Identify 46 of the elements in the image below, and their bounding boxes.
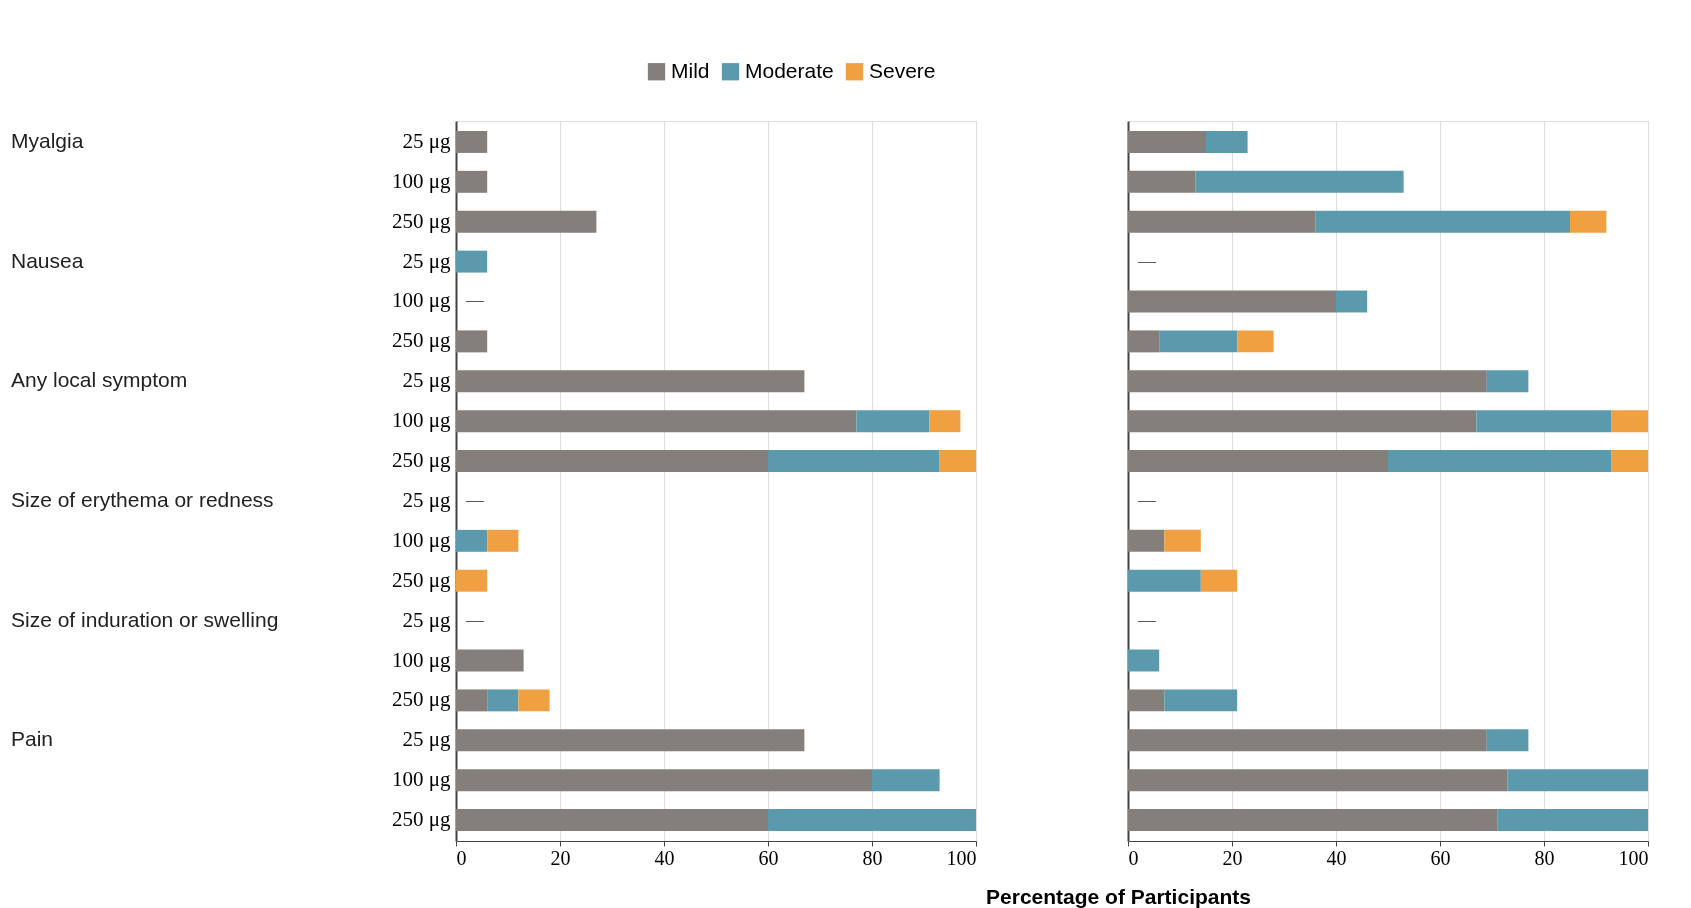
y-tick-label: 25 μg	[402, 727, 451, 752]
data-label: —	[465, 290, 485, 311]
y-tick-label: 25 μg	[402, 248, 451, 273]
y-tick-label: 250 μg	[391, 807, 451, 832]
x-axis-title: Percentage of Participants	[986, 884, 1251, 908]
legend-label: Severe	[869, 58, 936, 82]
y-tick-label: 250 μg	[391, 687, 451, 712]
text: Size of erythema or redness	[11, 487, 274, 511]
y-tick-label: 25 μg	[402, 128, 451, 153]
x-tick-label: 80	[1534, 846, 1555, 869]
y-tick-label: 100 μg	[391, 288, 451, 313]
y-tick-label: 250 μg	[391, 208, 451, 233]
text: Any local symptom	[11, 368, 188, 392]
x-tick-label: 0	[456, 846, 467, 869]
y-tick-label: 250 μg	[391, 567, 451, 592]
legend-label: Mild	[671, 58, 710, 82]
text: Pain	[11, 727, 54, 751]
x-tick-label: 20	[1222, 846, 1243, 869]
data-label: —	[1137, 489, 1157, 510]
y-tick-label: 100 μg	[391, 527, 451, 552]
x-tick-label: 40	[1326, 846, 1347, 869]
y-tick-label: 100 μg	[391, 767, 451, 792]
y-tick-label: 100 μg	[391, 408, 451, 433]
x-tick-label: 100	[946, 846, 977, 869]
data-label: —	[1137, 609, 1157, 630]
x-tick-label: 0	[1128, 846, 1139, 869]
x-tick-label: 40	[654, 846, 675, 869]
x-tick-label: 20	[550, 846, 571, 869]
y-tick-label: 250 μg	[391, 328, 451, 353]
data-label: —	[465, 609, 485, 630]
text: Nausea	[11, 248, 84, 272]
data-label: —	[1137, 250, 1157, 271]
y-tick-label: 25 μg	[402, 487, 451, 512]
y-tick-label: 100 μg	[391, 647, 451, 672]
y-tick-label: 100 μg	[391, 168, 451, 193]
text: Size of induration or swelling	[11, 607, 279, 631]
legend-label: Moderate	[745, 58, 834, 82]
y-tick-label: 25 μg	[402, 368, 451, 393]
y-tick-label: 250 μg	[391, 448, 451, 473]
x-tick-label: 100	[1618, 846, 1649, 869]
data-label: —	[465, 489, 485, 510]
y-tick-label: 25 μg	[402, 607, 451, 632]
x-tick-label: 60	[1430, 846, 1451, 869]
x-tick-label: 80	[862, 846, 883, 869]
text: Myalgia	[11, 128, 84, 152]
x-tick-label: 60	[758, 846, 779, 869]
